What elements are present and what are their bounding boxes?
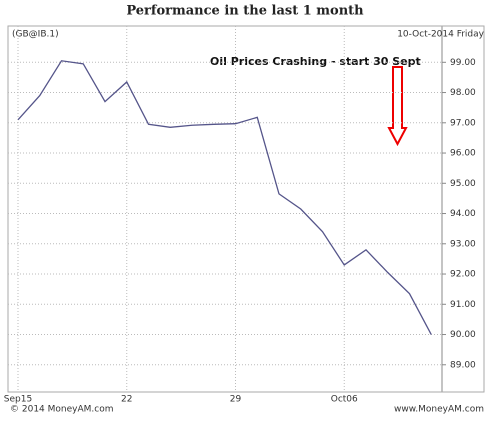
y-tick-label: 93.00 — [450, 239, 476, 249]
y-tick-label: 92.00 — [450, 270, 476, 280]
footer-right: www.MoneyAM.com — [394, 405, 484, 415]
y-tick-label: 95.00 — [450, 179, 476, 189]
y-tick-label: 91.00 — [450, 300, 476, 310]
annotation: Oil Prices Crashing - start 30 Sept — [210, 55, 421, 68]
line — [17, 60, 432, 335]
x-tick-label: 29 — [230, 395, 242, 405]
plot-frame — [7, 25, 443, 393]
footer-left: © 2014 MoneyAM.com — [10, 405, 113, 415]
arrow — [387, 66, 408, 147]
y-tick-label: 96.00 — [450, 149, 476, 159]
x-tick-label: Oct06 — [331, 395, 358, 405]
y-tick-label: 94.00 — [450, 209, 476, 219]
y-tick-label: 97.00 — [450, 118, 476, 128]
y-tick-label: 99.00 — [450, 58, 476, 68]
x-tick-label: 22 — [121, 395, 132, 405]
x-tick-label: Sep15 — [4, 395, 32, 405]
symbol: (GB@IB.1) — [12, 30, 59, 40]
y-tick-label: 90.00 — [450, 330, 476, 340]
y-tick-label: 98.00 — [450, 88, 476, 98]
chart-title: Performance in the last 1 month — [126, 4, 364, 19]
date: 10-Oct-2014 Friday — [397, 30, 484, 40]
y-tick-label: 89.00 — [450, 360, 476, 370]
outer-frame — [7, 25, 485, 393]
